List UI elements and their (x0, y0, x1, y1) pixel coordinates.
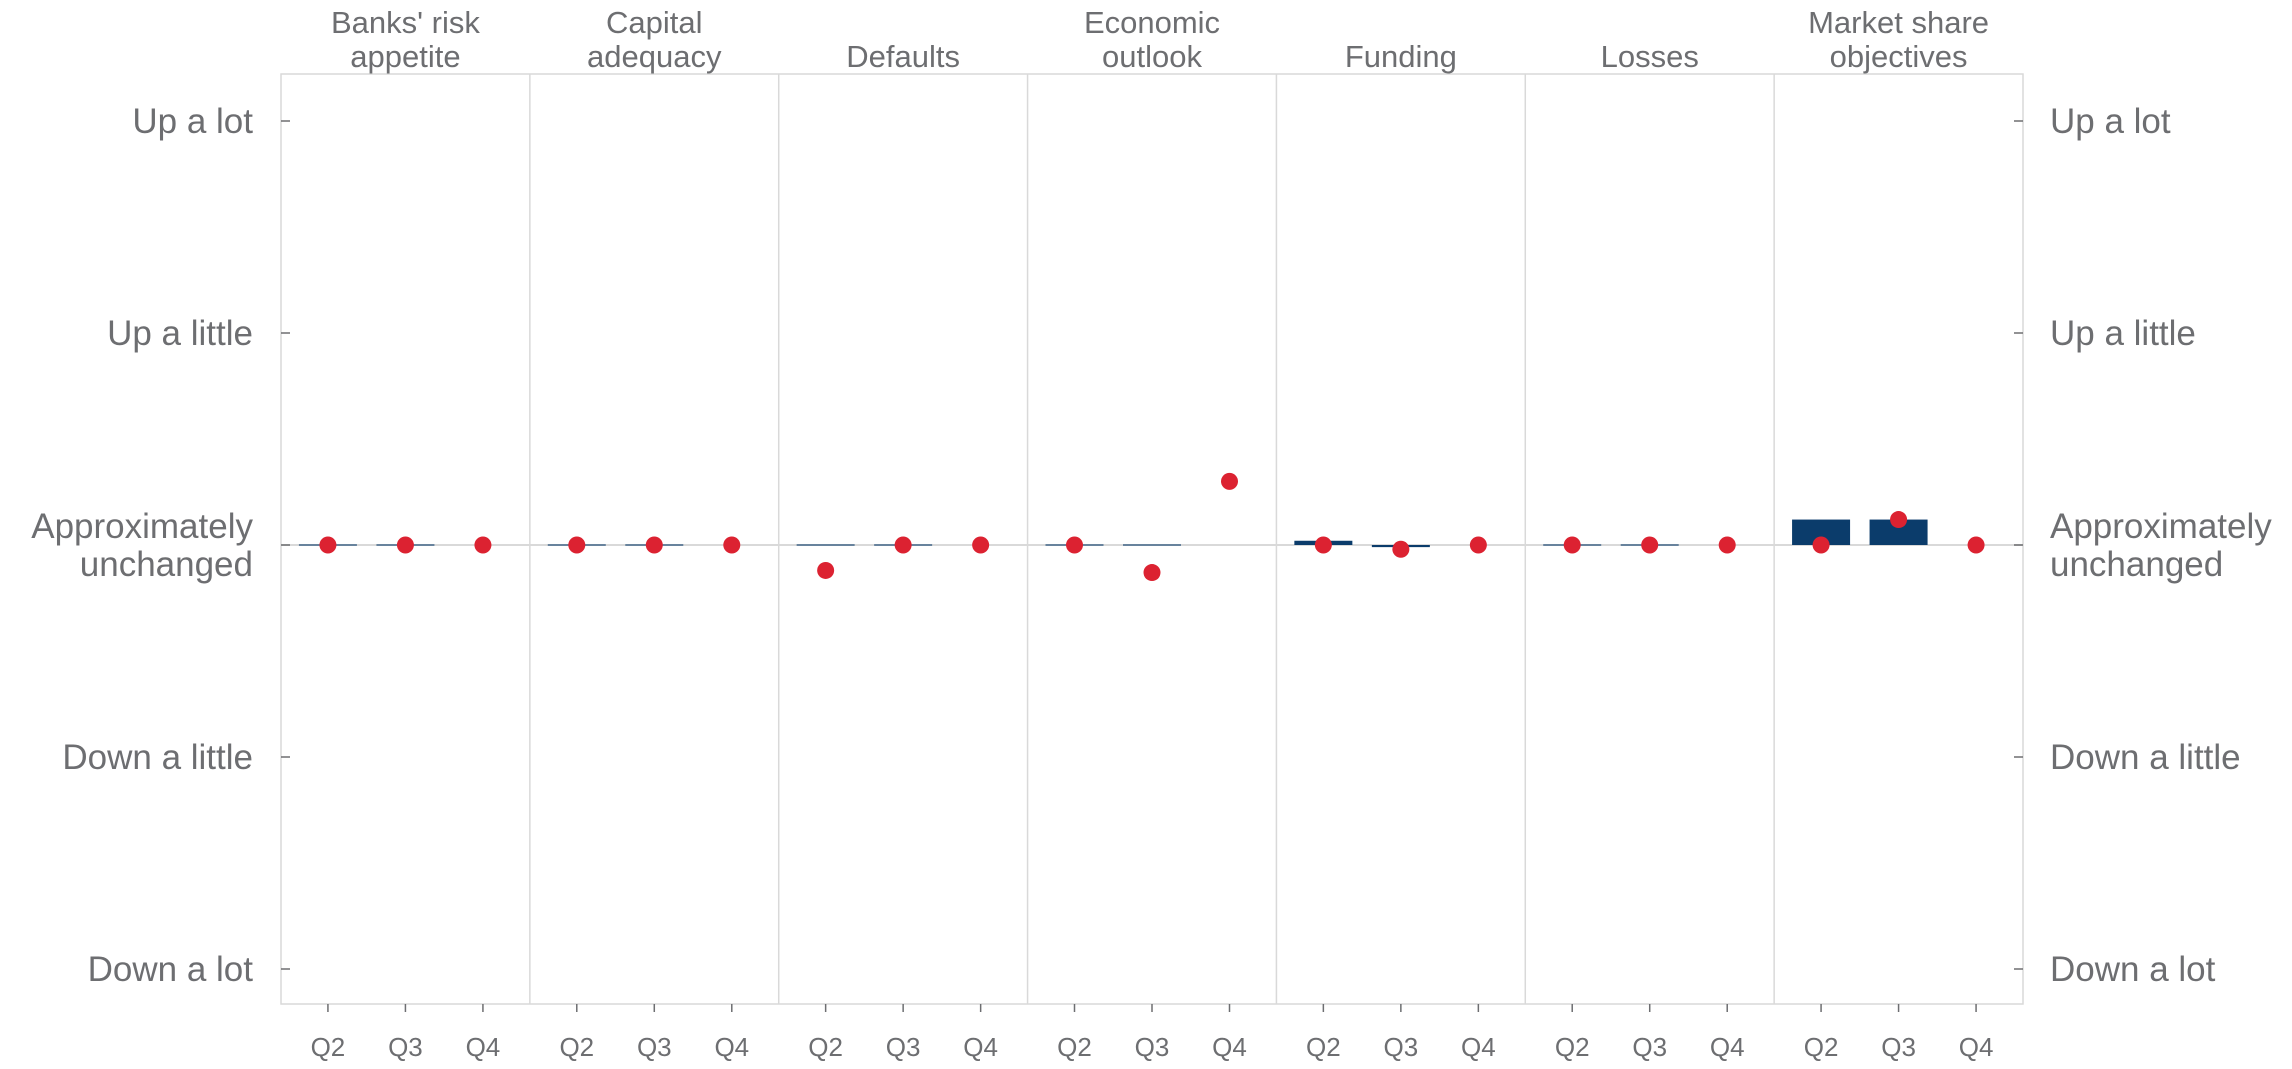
y-label-left: Down a little (62, 738, 253, 777)
panel-title: Losses (1601, 39, 1699, 74)
panel-title: Funding (1345, 39, 1457, 74)
dot (568, 536, 586, 554)
x-tick-label: Q2 (1555, 1032, 1590, 1062)
x-tick-label: Q4 (714, 1032, 749, 1062)
dot (1143, 564, 1161, 582)
panel-title: Defaults (846, 39, 960, 74)
x-tick-label: Q4 (963, 1032, 998, 1062)
y-label-right: Up a lot (2050, 102, 2171, 141)
x-tick-label: Q3 (1881, 1032, 1916, 1062)
y-label-right: Down a little (2050, 738, 2241, 777)
y-label-right: Down a lot (2050, 950, 2216, 989)
dot (972, 536, 990, 554)
panel-title: Economic (1084, 5, 1220, 40)
dot (723, 536, 741, 554)
y-label-left: Down a lot (88, 950, 254, 989)
y-label-left: Up a lot (132, 102, 253, 141)
panel-title: Banks' risk (331, 5, 480, 40)
x-tick-label: Q2 (1804, 1032, 1839, 1062)
y-label-right: unchanged (2050, 545, 2223, 584)
x-tick-label: Q3 (388, 1032, 423, 1062)
dot (319, 536, 337, 554)
x-tick-label: Q2 (311, 1032, 346, 1062)
x-tick-label: Q3 (886, 1032, 921, 1062)
x-tick-label: Q3 (1384, 1032, 1419, 1062)
dot (894, 536, 912, 554)
dot (474, 536, 492, 554)
x-tick-label: Q2 (1057, 1032, 1092, 1062)
x-tick-label: Q2 (808, 1032, 843, 1062)
y-label-left: Approximately (31, 507, 253, 546)
dot (1392, 540, 1410, 558)
x-tick-label: Q4 (1212, 1032, 1247, 1062)
dot (1890, 511, 1908, 529)
x-tick-label: Q2 (1306, 1032, 1341, 1062)
y-label-right: Approximately (2050, 507, 2272, 546)
y-label-left: unchanged (80, 545, 253, 584)
x-tick-label: Q3 (1135, 1032, 1170, 1062)
dot (817, 561, 835, 579)
dot (1812, 536, 1830, 554)
dot (1066, 536, 1083, 554)
dot (1314, 536, 1332, 554)
x-tick-label: Q4 (1461, 1032, 1496, 1062)
y-label-left: Up a little (107, 314, 253, 353)
panel-title: Capital (606, 5, 703, 40)
panel-title: appetite (350, 39, 460, 74)
x-tick-label: Q3 (637, 1032, 672, 1062)
panel-title: objectives (1830, 39, 1968, 74)
plot-frame (280, 73, 2024, 1005)
dot (396, 536, 414, 554)
bar (796, 544, 855, 546)
y-label-right: Up a little (2050, 314, 2196, 353)
dot (1641, 536, 1659, 554)
dot (1469, 536, 1487, 554)
x-tick-label: Q3 (1632, 1032, 1667, 1062)
x-tick-label: Q4 (466, 1032, 501, 1062)
bar (1123, 544, 1181, 546)
panel-title: outlook (1102, 39, 1202, 74)
panel-title: adequacy (587, 39, 722, 74)
dot (1718, 536, 1736, 554)
dot (645, 536, 663, 554)
panel-title: Market share (1808, 5, 1989, 40)
x-tick-label: Q2 (559, 1032, 594, 1062)
dot (1563, 536, 1581, 554)
x-tick-label: Q4 (1959, 1032, 1994, 1062)
dot (1221, 472, 1238, 490)
dot (1967, 536, 1985, 554)
x-tick-label: Q4 (1710, 1032, 1745, 1062)
